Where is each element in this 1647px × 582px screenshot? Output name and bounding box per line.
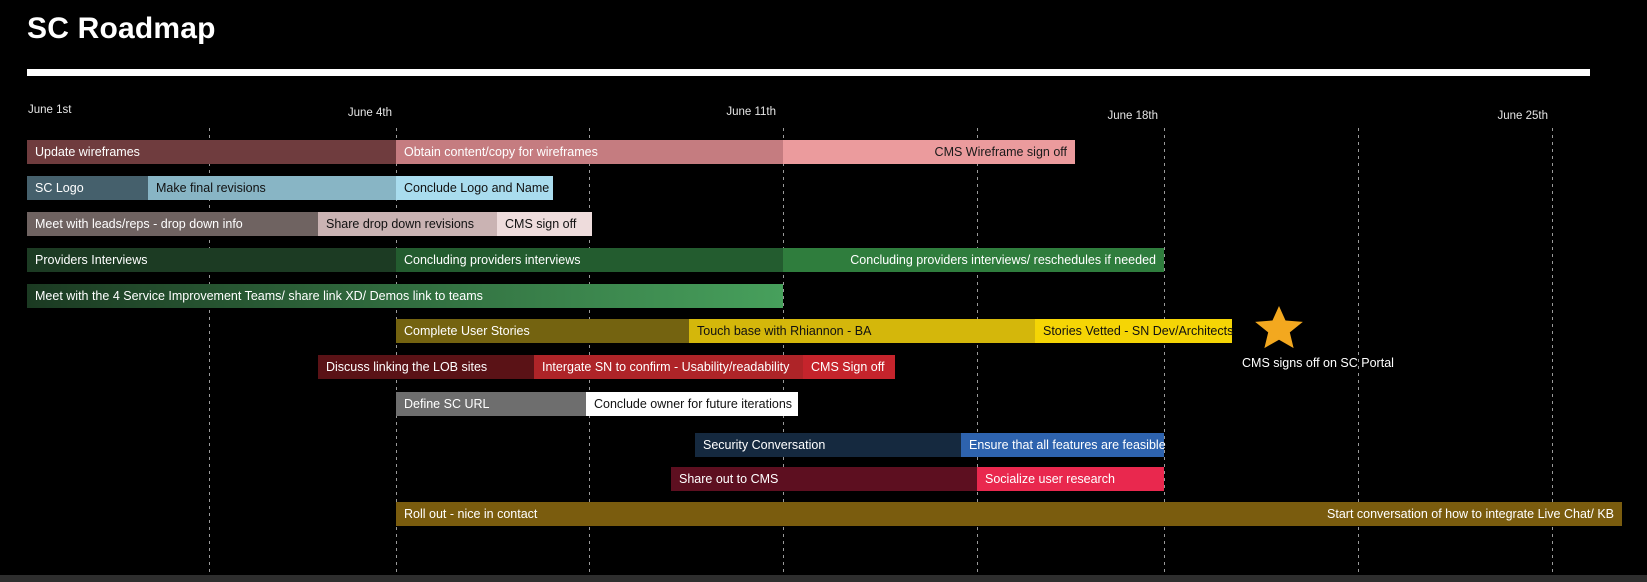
task-bar: Meet with leads/reps - drop down info bbox=[27, 212, 318, 236]
task-bar: Roll out - nice in contact Start conversa… bbox=[396, 502, 1622, 526]
date-gridline bbox=[977, 128, 978, 575]
task-bar-label-right: Start conversation of how to integrate L… bbox=[1327, 507, 1614, 521]
page-title: SC Roadmap bbox=[27, 12, 216, 45]
task-bar: Discuss linking the LOB sites bbox=[318, 355, 534, 379]
date-gridline bbox=[589, 128, 590, 575]
task-bar-label: Meet with leads/reps - drop down info bbox=[35, 217, 243, 231]
task-bar: Share drop down revisions bbox=[318, 212, 497, 236]
task-bar-label: Conclude owner for future iterations bbox=[594, 397, 793, 411]
task-bar-label: Define SC URL bbox=[404, 397, 490, 411]
date-label: June 11th bbox=[726, 106, 776, 118]
task-bar-label: Make final revisions bbox=[156, 181, 266, 195]
task-bar: CMS sign off bbox=[497, 212, 592, 236]
date-gridline bbox=[1552, 128, 1553, 575]
task-bar-label: Intergate SN to confirm - Usability/read… bbox=[542, 360, 790, 374]
task-bar-label: Conclude Logo and Name bbox=[404, 181, 550, 195]
date-label: June 18th bbox=[1107, 110, 1158, 122]
task-bar-label: Discuss linking the LOB sites bbox=[326, 360, 488, 374]
task-bar: Conclude owner for future iterations bbox=[586, 392, 798, 416]
date-label: June 25th bbox=[1497, 110, 1548, 122]
date-gridline bbox=[396, 128, 397, 575]
task-bar: Providers Interviews bbox=[27, 248, 396, 272]
task-bar-label: SC Logo bbox=[35, 181, 84, 195]
task-bar-label: Share out to CMS bbox=[679, 472, 779, 486]
task-bar-label: Providers Interviews bbox=[35, 253, 148, 267]
task-bar: Conclude Logo and Name bbox=[396, 176, 553, 200]
task-bar-label: CMS sign off bbox=[505, 217, 577, 231]
task-bar: Complete User Stories bbox=[396, 319, 689, 343]
task-bar: Make final revisions bbox=[148, 176, 396, 200]
task-bar-label: Socialize user research bbox=[985, 472, 1115, 486]
task-bar: Share out to CMS bbox=[671, 467, 977, 491]
task-bar-label: Roll out - nice in contact bbox=[404, 507, 538, 521]
task-bar-label: Concluding providers interviews bbox=[404, 253, 581, 267]
task-bar: Stories Vetted - SN Dev/Architects bbox=[1035, 319, 1234, 343]
task-bar: SC Logo bbox=[27, 176, 148, 200]
date-gridline bbox=[1164, 128, 1165, 575]
task-bar: Update wireframes bbox=[27, 140, 396, 164]
bottom-edge-band bbox=[0, 575, 1647, 582]
task-bar-label: Share drop down revisions bbox=[326, 217, 474, 231]
task-bar: CMS Wireframe sign off bbox=[783, 140, 1075, 164]
task-bar-label: Meet with the 4 Service Improvement Team… bbox=[35, 289, 483, 303]
date-gridline bbox=[209, 128, 210, 575]
date-gridline bbox=[1358, 128, 1359, 575]
task-bar-label: Concluding providers interviews/ resched… bbox=[850, 253, 1156, 267]
task-bar: CMS Sign off bbox=[803, 355, 895, 379]
task-bar-label: Update wireframes bbox=[35, 145, 140, 159]
task-bar: Obtain content/copy for wireframes bbox=[396, 140, 783, 164]
task-bar-label: CMS Wireframe sign off bbox=[934, 145, 1067, 159]
task-bar-label: Ensure that all features are feasible bbox=[969, 438, 1166, 452]
task-bar: Socialize user research bbox=[977, 467, 1164, 491]
task-bar: Security Conversation bbox=[695, 433, 961, 457]
task-bar: Define SC URL bbox=[396, 392, 586, 416]
task-bar: Intergate SN to confirm - Usability/read… bbox=[534, 355, 803, 379]
task-bar: Touch base with Rhiannon - BA bbox=[689, 319, 1035, 343]
task-bar-label: CMS Sign off bbox=[811, 360, 885, 374]
task-bar-label: Stories Vetted - SN Dev/Architects bbox=[1043, 324, 1234, 338]
task-bar: Meet with the 4 Service Improvement Team… bbox=[27, 284, 783, 308]
task-bar-label: Complete User Stories bbox=[404, 324, 530, 338]
milestone-star-icon bbox=[1255, 306, 1303, 349]
date-label: June 1st bbox=[28, 104, 72, 116]
task-bar-label: Obtain content/copy for wireframes bbox=[404, 145, 598, 159]
task-bar: Concluding providers interviews bbox=[396, 248, 783, 272]
milestone-label: CMS signs off on SC Portal bbox=[1242, 356, 1394, 370]
task-bar: Ensure that all features are feasible bbox=[961, 433, 1166, 457]
task-bar-label: Security Conversation bbox=[703, 438, 826, 452]
title-underline-rule bbox=[27, 69, 1590, 76]
task-bar: Concluding providers interviews/ resched… bbox=[783, 248, 1164, 272]
date-label: June 4th bbox=[347, 107, 392, 119]
task-bar-label: Touch base with Rhiannon - BA bbox=[697, 324, 872, 338]
date-gridline bbox=[783, 128, 784, 575]
